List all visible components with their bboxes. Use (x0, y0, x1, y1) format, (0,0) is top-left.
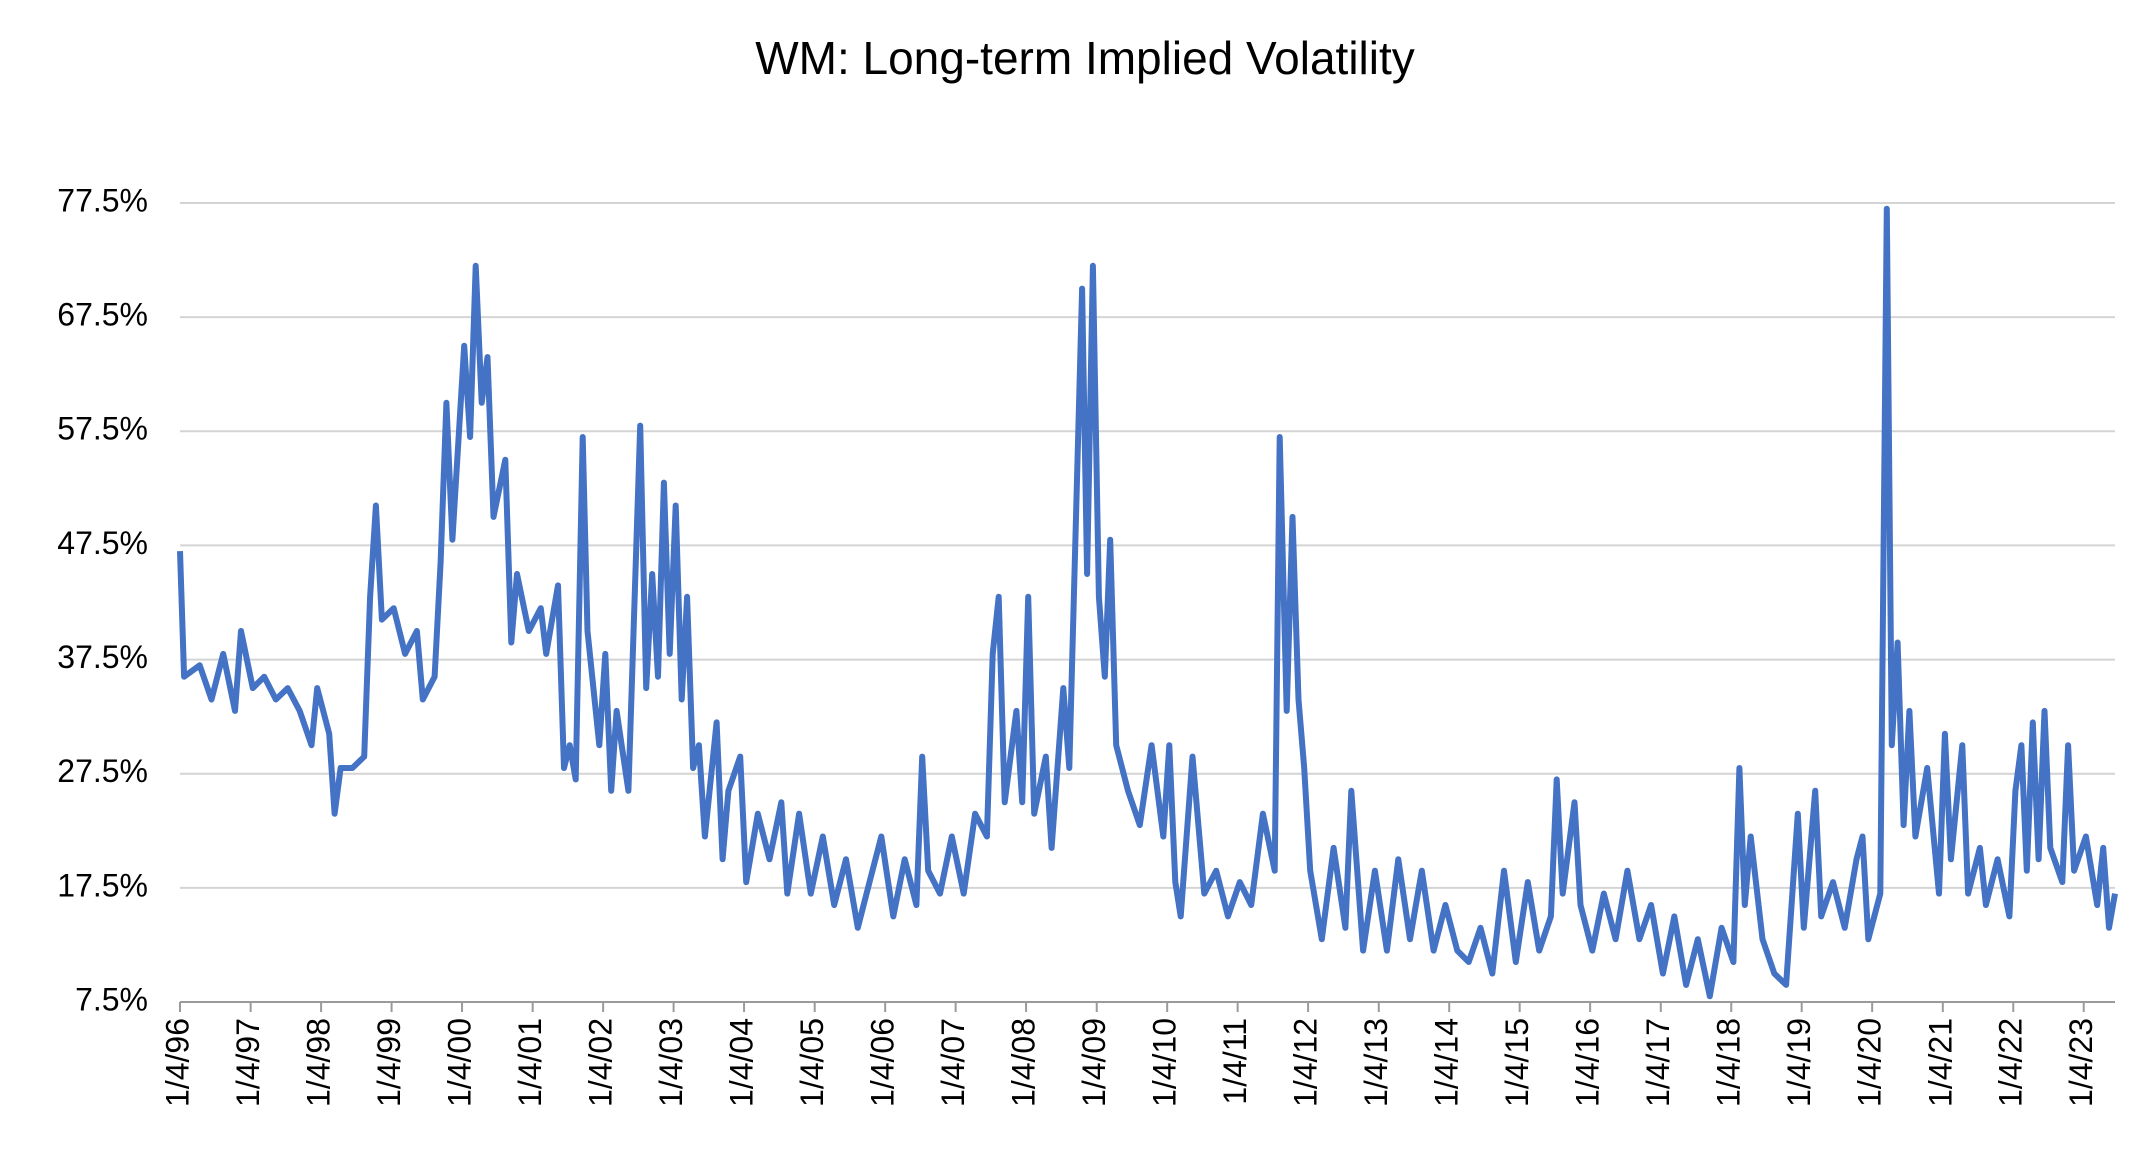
x-tick-label: 1/4/04 (724, 1018, 760, 1107)
y-tick-label: 37.5% (57, 639, 148, 675)
y-tick-label: 67.5% (57, 297, 148, 333)
x-tick-label: 1/4/14 (1429, 1018, 1465, 1107)
x-tick-label: 1/4/99 (371, 1018, 407, 1107)
data-line (177, 205, 2118, 1000)
x-tick-label: 1/4/22 (1993, 1018, 2029, 1107)
x-tick-label: 1/4/18 (1711, 1018, 1747, 1107)
x-tick-label: 1/4/13 (1358, 1018, 1394, 1107)
x-tick-label: 1/4/96 (159, 1018, 195, 1107)
y-tick-label: 7.5% (75, 981, 148, 1017)
y-tick-label: 27.5% (57, 753, 148, 789)
x-tick-label: 1/4/98 (301, 1018, 337, 1107)
x-tick-label: 1/4/08 (1006, 1018, 1042, 1107)
x-tick-label: 1/4/01 (512, 1018, 548, 1107)
x-tick-label: 1/4/03 (653, 1018, 689, 1107)
x-tick-label: 1/4/05 (794, 1018, 830, 1107)
y-tick-label: 47.5% (57, 525, 148, 561)
x-tick-label: 1/4/11 (1217, 1018, 1253, 1105)
x-tick-label: 1/4/20 (1852, 1018, 1888, 1107)
x-tick-label: 1/4/17 (1640, 1018, 1676, 1107)
x-tick-label: 1/4/07 (935, 1018, 971, 1107)
y-tick-label: 77.5% (57, 182, 148, 218)
x-tick-label: 1/4/19 (1781, 1018, 1817, 1107)
x-tick-label: 1/4/97 (230, 1018, 266, 1107)
x-tick-label: 1/4/06 (865, 1018, 901, 1107)
x-tick-label: 1/4/16 (1570, 1018, 1606, 1107)
x-tick-label: 1/4/00 (441, 1018, 477, 1107)
chart-title: WM: Long-term Implied Volatility (755, 32, 1415, 84)
x-tick-label: 1/4/12 (1288, 1018, 1324, 1107)
x-tick-label: 1/4/09 (1076, 1018, 1112, 1107)
x-tick-label: 1/4/21 (1922, 1018, 1958, 1107)
y-tick-label: 17.5% (57, 867, 148, 903)
x-tick-label: 1/4/15 (1499, 1018, 1535, 1107)
x-tick-label: 1/4/23 (2063, 1018, 2099, 1107)
x-tick-label: 1/4/02 (583, 1018, 619, 1107)
y-tick-label: 57.5% (57, 411, 148, 447)
x-tick-label: 1/4/10 (1147, 1018, 1183, 1107)
